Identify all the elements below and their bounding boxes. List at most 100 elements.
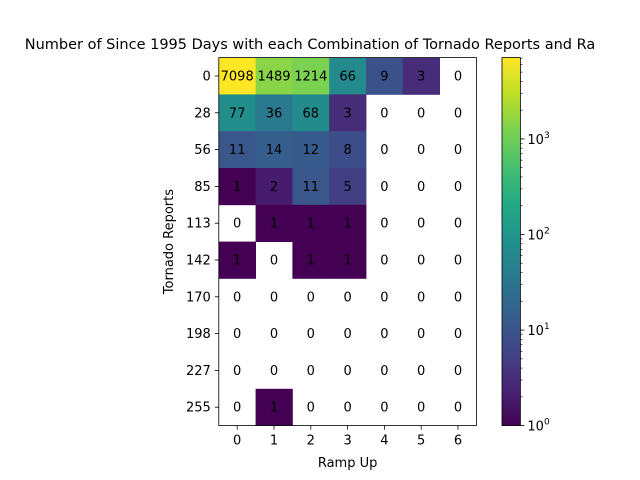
cell-value-label: 0: [343, 364, 351, 379]
cell-value-label: 1: [270, 401, 278, 416]
colorbar-tick-label: 101: [527, 322, 549, 339]
cell-value-label: 3: [417, 70, 425, 85]
cell-value-label: 0: [454, 254, 462, 269]
x-axis-ticks: 0 1 2 3 4 5 6: [233, 425, 462, 449]
cell-value-label: 0: [380, 180, 388, 195]
heatmap-cell: [329, 57, 367, 95]
cell-value-label: 0: [233, 364, 241, 379]
cell-value-label: 77: [229, 106, 246, 121]
cell-value-label: 0: [417, 180, 425, 195]
heatmap-cell: [292, 131, 330, 169]
cell-value-label: 0: [380, 290, 388, 305]
cell-value-label: 0: [343, 401, 351, 416]
cell-value-label: 1: [270, 217, 278, 232]
x-tick-label: 3: [343, 434, 351, 449]
cell-value-label: 0: [270, 290, 278, 305]
heatmap-cell: [329, 204, 367, 242]
heatmap-cell: [255, 168, 293, 206]
heatmap-cell: [292, 168, 330, 206]
cell-value-label: 0: [307, 290, 315, 305]
cell-value-label: 0: [380, 254, 388, 269]
cell-value-label: 0: [417, 364, 425, 379]
y-tick-label: 0: [203, 70, 211, 85]
cell-value-label: 0: [417, 254, 425, 269]
y-tick-label: 142: [186, 254, 211, 269]
heatmap-cell: [218, 94, 256, 132]
colorbar-tick-label: 100: [527, 418, 550, 435]
x-axis-label: Ramp Up: [318, 456, 378, 471]
heatmap-cell: [329, 131, 367, 169]
cell-value-label: 1: [233, 254, 241, 269]
cell-value-label: 0: [380, 106, 388, 121]
cell-value-label: 0: [417, 327, 425, 342]
cell-value-label: 0: [343, 290, 351, 305]
x-tick-label: 6: [454, 434, 462, 449]
cell-value-label: 0: [307, 364, 315, 379]
cell-value-label: 0: [417, 290, 425, 305]
cell-value-label: 0: [417, 106, 425, 121]
cell-value-label: 0: [454, 217, 462, 232]
y-tick-label: 170: [186, 290, 211, 305]
cell-value-label: 0: [454, 327, 462, 342]
cell-value-label: 11: [229, 143, 246, 158]
heatmap-cell: [329, 241, 367, 279]
cell-value-label: 0: [380, 364, 388, 379]
cell-value-label: 1: [307, 217, 315, 232]
heatmap-cell: [292, 94, 330, 132]
cell-value-label: 0: [454, 143, 462, 158]
cell-value-label: 5: [343, 180, 351, 195]
cell-value-label: 0: [454, 106, 462, 121]
x-tick-label: 0: [233, 434, 241, 449]
cell-value-label: 0: [233, 217, 241, 232]
x-tick-label: 4: [380, 434, 388, 449]
cell-value-label: 0: [380, 143, 388, 158]
cell-value-label: 0: [454, 290, 462, 305]
cell-value-label: 0: [417, 143, 425, 158]
heatmap-cell: [255, 388, 293, 426]
heatmap-cell: [218, 57, 256, 95]
y-tick-label: 198: [186, 327, 211, 342]
heatmap-cell: [218, 168, 256, 206]
y-tick-label: 85: [194, 180, 211, 195]
cell-value-label: 0: [417, 217, 425, 232]
heatmap-cells: [218, 57, 440, 426]
cell-value-label: 1489: [257, 70, 290, 85]
cell-value-label: 14: [266, 143, 283, 158]
y-tick-label: 255: [186, 401, 211, 416]
cell-value-label: 0: [454, 364, 462, 379]
colorbar-tick-label: 102: [527, 226, 549, 243]
heatmap-cell: [292, 204, 330, 242]
cell-value-label: 0: [380, 401, 388, 416]
colorbar-ticks: 100 101 102 103: [520, 57, 550, 435]
y-axis-ticks: 0 28 56 85 113 142 170 198 227 255: [186, 70, 219, 416]
cell-value-label: 1: [343, 254, 351, 269]
cell-value-label: 0: [307, 401, 315, 416]
heatmap-cell: [255, 57, 293, 95]
cell-value-label: 0: [454, 70, 462, 85]
heatmap-cell: [255, 204, 293, 242]
cell-value-label: 2: [270, 180, 278, 195]
heatmap-cell: [329, 168, 367, 206]
cell-value-label: 1: [307, 254, 315, 269]
cell-value-label: 68: [303, 106, 320, 121]
cell-value-label: 9: [380, 70, 388, 85]
heatmap-cell: [292, 57, 330, 95]
heatmap-cell-labels: 7098 1489 1214 66 9 3 077 36 68 3 0 0 011 14 12 8 0 0 01 2 1…: [221, 70, 462, 416]
chart-title: Number of Since 1995 Days with each Comb…: [25, 37, 596, 53]
heatmap-cell: [402, 57, 440, 95]
cell-value-label: 11: [303, 180, 320, 195]
cell-value-label: 8: [343, 143, 351, 158]
x-tick-label: 1: [270, 434, 278, 449]
heatmap-cell: [218, 241, 256, 279]
cell-value-label: 1: [233, 180, 241, 195]
heatmap-cell: [255, 94, 293, 132]
cell-value-label: 0: [233, 327, 241, 342]
cell-value-label: 0: [270, 364, 278, 379]
x-tick-label: 2: [307, 434, 315, 449]
y-axis-label: Tornado Reports: [162, 189, 177, 295]
cell-value-label: 0: [233, 290, 241, 305]
cell-value-label: 0: [233, 401, 241, 416]
cell-value-label: 12: [303, 143, 320, 158]
cell-value-label: 0: [343, 327, 351, 342]
